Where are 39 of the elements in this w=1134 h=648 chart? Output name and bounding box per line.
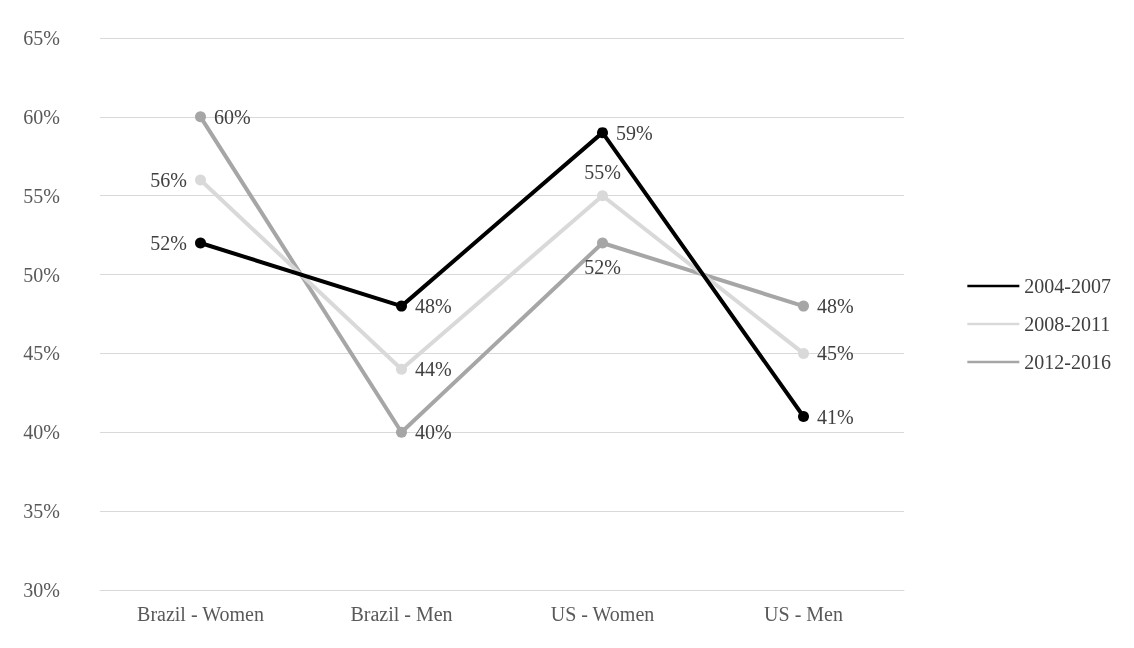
data-label: 60% bbox=[214, 105, 251, 128]
point bbox=[597, 237, 608, 249]
point bbox=[396, 426, 407, 438]
point bbox=[396, 363, 407, 375]
data-label: 48% bbox=[415, 295, 452, 318]
point bbox=[597, 190, 608, 202]
point bbox=[396, 300, 407, 312]
y-tick-label: 35% bbox=[23, 500, 60, 523]
y-tick-label: 65% bbox=[23, 27, 60, 49]
x-tick-label: Brazil - Women bbox=[137, 603, 264, 625]
data-label: 41% bbox=[817, 405, 854, 428]
y-tick-label: 50% bbox=[23, 263, 60, 286]
data-label: 55% bbox=[584, 161, 621, 184]
y-tick-label: 45% bbox=[23, 342, 60, 365]
data-label: 44% bbox=[415, 358, 452, 381]
data-label: 52% bbox=[584, 255, 621, 278]
data-label: 40% bbox=[415, 421, 452, 444]
x-tick-label: US - Men bbox=[764, 603, 843, 625]
legend-label: 2004-2007 bbox=[1024, 275, 1112, 297]
data-label: 45% bbox=[817, 342, 854, 365]
point bbox=[195, 111, 206, 123]
point bbox=[798, 300, 809, 312]
y-tick-label: 40% bbox=[23, 421, 60, 444]
data-label: 48% bbox=[817, 295, 854, 318]
point bbox=[195, 174, 206, 186]
point bbox=[195, 237, 206, 249]
point bbox=[798, 411, 809, 423]
data-label: 59% bbox=[616, 121, 653, 144]
x-tick-label: Brazil - Men bbox=[350, 603, 453, 625]
y-tick-label: 60% bbox=[23, 105, 60, 128]
y-tick-label: 55% bbox=[23, 184, 60, 207]
legend-label: 2012-2016 bbox=[1024, 351, 1112, 373]
point bbox=[597, 127, 608, 139]
y-tick-label: 30% bbox=[23, 579, 60, 601]
legend-label: 2008-2011 bbox=[1024, 313, 1111, 335]
x-tick-label: US - Women bbox=[550, 603, 655, 625]
point bbox=[798, 347, 809, 359]
data-label: 52% bbox=[150, 232, 187, 255]
data-label: 56% bbox=[150, 168, 187, 191]
